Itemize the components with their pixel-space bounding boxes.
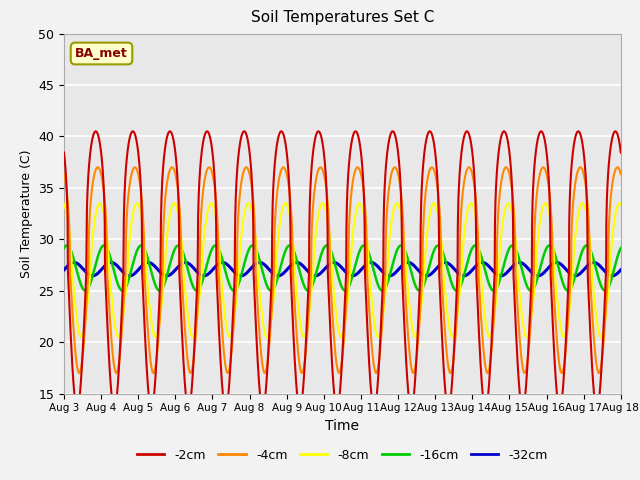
Legend: -2cm, -4cm, -8cm, -16cm, -32cm: -2cm, -4cm, -8cm, -16cm, -32cm: [132, 444, 553, 467]
X-axis label: Time: Time: [325, 419, 360, 433]
Title: Soil Temperatures Set C: Soil Temperatures Set C: [251, 11, 434, 25]
Y-axis label: Soil Temperature (C): Soil Temperature (C): [20, 149, 33, 278]
Text: BA_met: BA_met: [75, 47, 128, 60]
